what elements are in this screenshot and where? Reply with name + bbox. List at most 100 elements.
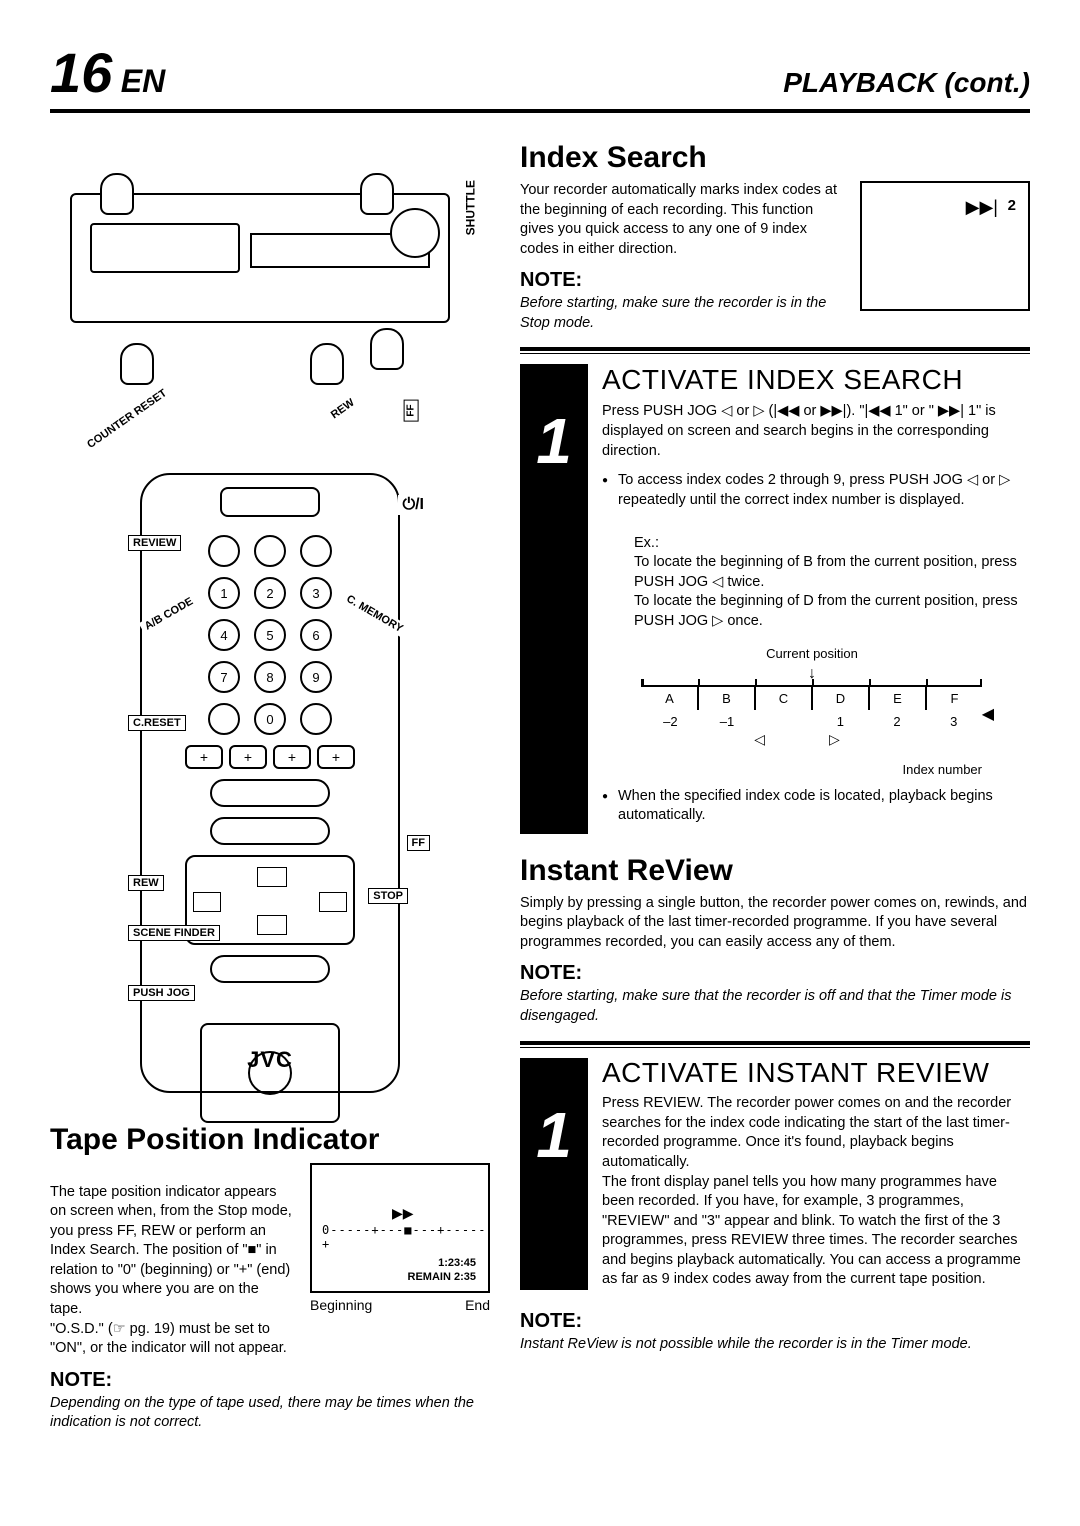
remote-num-button: 6 <box>300 619 332 651</box>
remote-num-button: 1 <box>208 577 240 609</box>
bullet-item: When the specified index code is located… <box>602 787 1030 826</box>
page-number: 16 <box>50 41 112 104</box>
divider <box>520 1047 1030 1048</box>
bullet-list: When the specified index code is located… <box>602 787 1030 826</box>
scene-finder-label: SCENE FINDER <box>128 925 220 941</box>
remote-num-button: 0 <box>254 703 286 735</box>
activate-review-step: 1 ACTIVATE INSTANT REVIEW Press REVIEW. … <box>520 1058 1030 1290</box>
step-number-col: 1 <box>520 1058 588 1290</box>
index-cell: D <box>813 687 870 710</box>
index-search-intro-row: Your recorder automatically marks index … <box>520 181 1030 333</box>
index-cell: C <box>756 687 813 710</box>
activate-review-note: Instant ReView is not possible while the… <box>520 1335 1030 1355</box>
tape-position-body: The tape position indicator appears on s… <box>50 1163 294 1359</box>
rew-label: REW <box>128 875 164 891</box>
push-jog-label: PUSH JOG <box>128 985 195 1001</box>
right-column: Index Search Your recorder automatically… <box>520 133 1030 1433</box>
hand-icon <box>120 343 154 385</box>
remote-num-button: 7 <box>208 661 240 693</box>
activate-review-body: Press REVIEW. The recorder power comes o… <box>602 1094 1030 1290</box>
hand-icon <box>100 173 134 215</box>
index-num: –2 <box>642 714 699 729</box>
remote-dpad <box>200 1023 340 1123</box>
tape-position-section: The tape position indicator appears on s… <box>50 1163 490 1359</box>
remote-num-button: 8 <box>254 661 286 693</box>
note-title: NOTE: <box>520 962 1030 985</box>
example-block: Ex.: To locate the beginning of B from t… <box>618 514 1030 631</box>
activate-index-title: ACTIVATE INDEX SEARCH <box>602 364 1030 396</box>
transport-ff-icon <box>319 892 347 912</box>
rew-label: REW <box>329 397 357 422</box>
remote-button <box>208 535 240 567</box>
remote-button: + <box>185 745 223 769</box>
current-position-label: Current position <box>642 646 982 661</box>
index-num: 3 <box>925 714 982 729</box>
step-number: 1 <box>536 1098 572 1172</box>
remote-num-button: 5 <box>254 619 286 651</box>
hand-icon <box>370 328 404 370</box>
remote-pill-button <box>210 817 330 845</box>
page-header: 16 EN PLAYBACK (cont.) <box>50 40 1030 113</box>
remote-pill-button <box>210 779 330 807</box>
index-num: –1 <box>699 714 756 729</box>
divider <box>520 347 1030 351</box>
counter-reset-label: COUNTER RESET <box>85 387 169 451</box>
step-content: ACTIVATE INSTANT REVIEW Press REVIEW. Th… <box>588 1058 1030 1290</box>
ff-label: FF <box>404 399 419 421</box>
remote-button <box>300 703 332 735</box>
page-section-title: PLAYBACK (cont.) <box>783 67 1030 99</box>
instant-review-note: Before starting, make sure that the reco… <box>520 987 1030 1026</box>
transport-rew-icon <box>193 892 221 912</box>
index-num: 2 <box>869 714 926 729</box>
remote-button: + <box>229 745 267 769</box>
index-diagram: Current position ↓ A B C D E F –2 –1 <box>642 646 982 777</box>
ff-skip-icon: ▶▶| <box>966 197 998 218</box>
instant-review-intro: Simply by pressing a single button, the … <box>520 894 1030 953</box>
step-number-col: 1 <box>520 364 588 833</box>
ff-label: FF <box>407 835 430 851</box>
tape-display-wrap: ▶▶ 0-----+---■---+-----+ 1:23:45 REMAIN … <box>310 1163 490 1359</box>
beginning-label: Beginning <box>310 1297 372 1313</box>
remote-button: + <box>273 745 311 769</box>
index-number: 2 <box>1008 197 1016 214</box>
remote-top-window <box>220 487 320 517</box>
index-search-note: Before starting, make sure the recorder … <box>520 294 840 333</box>
divider <box>520 353 1030 354</box>
hand-icon <box>310 343 344 385</box>
ff-icon: ▶▶ <box>392 1205 414 1222</box>
index-search-title: Index Search <box>520 141 1030 175</box>
tape-display: ▶▶ 0-----+---■---+-----+ 1:23:45 REMAIN … <box>310 1163 490 1293</box>
index-search-text: Your recorder automatically marks index … <box>520 181 840 259</box>
remote-num-button: 2 <box>254 577 286 609</box>
tape-remain: REMAIN 2:35 <box>408 1271 476 1283</box>
index-num: 1 <box>812 714 869 729</box>
remote-button: + <box>317 745 355 769</box>
step-number: 1 <box>536 404 572 478</box>
end-label: End <box>465 1297 490 1313</box>
remote-num-button: 3 <box>300 577 332 609</box>
index-numbers-row: –2 –1 1 2 3 <box>642 714 982 729</box>
left-column: SHUTTLE COUNTER RESET REW FF ⏻/I <box>50 133 490 1433</box>
ex-body: To locate the beginning of B from the cu… <box>634 554 1018 629</box>
bullet-item: To access index codes 2 through 9, press… <box>602 471 1030 632</box>
index-cell: B <box>699 687 756 710</box>
index-bar: A B C D E F <box>642 685 982 710</box>
activate-review-title: ACTIVATE INSTANT REVIEW <box>602 1058 1030 1089</box>
tape-time: 1:23:45 <box>438 1257 476 1269</box>
remote-num-button: 4 <box>208 619 240 651</box>
note-title: NOTE: <box>520 269 840 292</box>
index-num <box>755 714 812 729</box>
index-search-intro: Your recorder automatically marks index … <box>520 181 840 333</box>
tape-labels: Beginning End <box>310 1297 490 1313</box>
activate-index-body: Press PUSH JOG ◁ or ▷ (|◀◀ or ▶▶|). "|◀◀… <box>602 402 1030 461</box>
tape-position-title: Tape Position Indicator <box>50 1123 490 1157</box>
jog-arrows: ◁ ▷ <box>642 731 982 748</box>
bullet-text: To access index codes 2 through 9, press… <box>618 472 1010 508</box>
brand-label: JVC <box>142 1047 398 1073</box>
tape-note: Depending on the type of tape used, ther… <box>50 1394 490 1433</box>
page-lang: EN <box>121 63 165 99</box>
remote-illustration: ⏻/I 1 2 3 4 5 6 <box>140 473 400 1093</box>
divider <box>520 1041 1030 1045</box>
index-cell: A <box>642 687 699 710</box>
remote-button <box>300 535 332 567</box>
